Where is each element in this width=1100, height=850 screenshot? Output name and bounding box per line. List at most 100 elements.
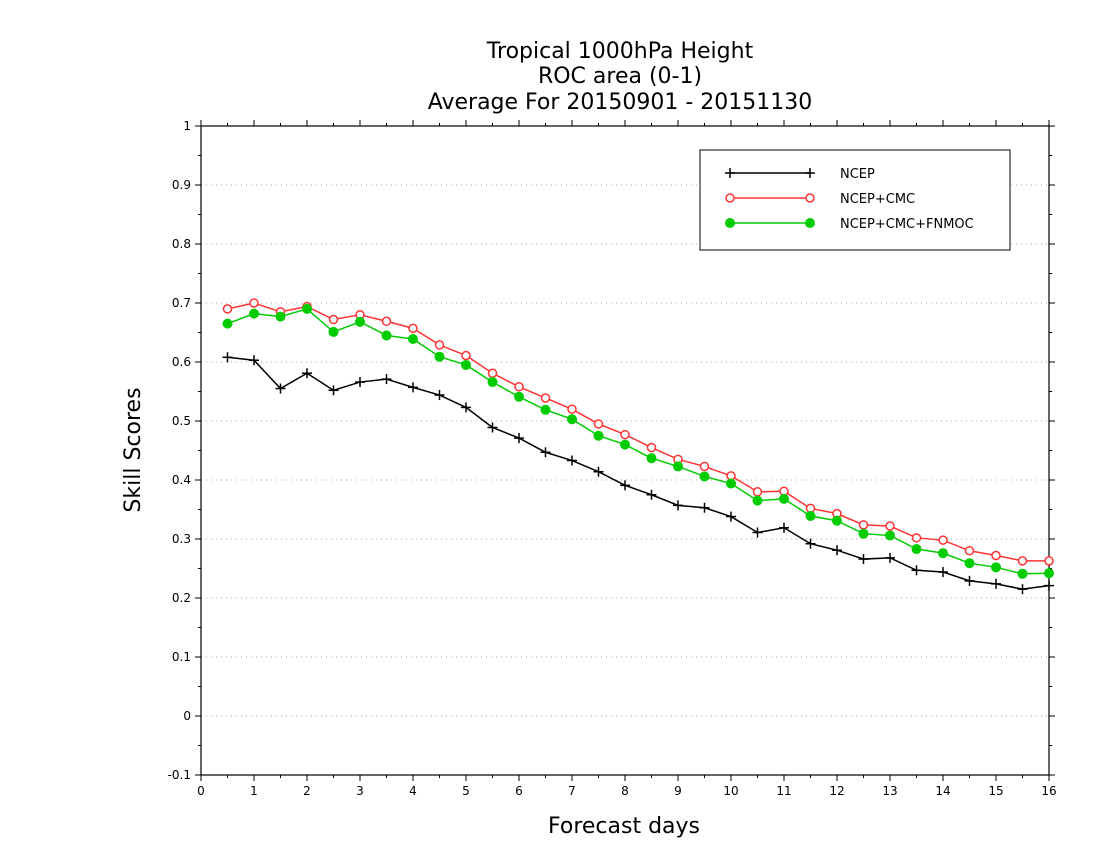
data-point	[249, 308, 259, 319]
legend-marker-end	[805, 168, 815, 178]
y-tick-label: 0.5	[172, 414, 191, 428]
legend-label: NCEP+CMC	[840, 192, 915, 207]
y-tick-label: 0.9	[172, 178, 191, 192]
series-ncep-cmc	[222, 298, 1054, 566]
data-point	[514, 382, 524, 392]
data-point	[699, 502, 710, 513]
data-point	[275, 311, 286, 322]
x-tick-label: 15	[988, 784, 1003, 798]
data-point	[673, 461, 683, 472]
y-axis-label: Skill Scores	[121, 387, 146, 512]
y-tick-label: 0.1	[172, 650, 191, 664]
x-tick-label: 7	[568, 784, 576, 798]
data-point	[593, 430, 604, 441]
data-point	[461, 350, 471, 361]
data-point	[540, 404, 551, 415]
x-tick-label: 4	[409, 784, 417, 798]
data-point	[779, 493, 789, 504]
data-point	[991, 578, 1001, 589]
legend-marker-end	[805, 193, 815, 203]
data-point	[434, 351, 445, 362]
data-point	[885, 521, 895, 531]
data-point	[911, 544, 922, 555]
data-point	[620, 480, 630, 491]
data-point	[885, 552, 895, 563]
y-tick-label: -0.1	[168, 768, 191, 782]
axis-layer: -0.100.10.20.30.40.50.60.70.80.910 1 2 3 4 5 6…	[168, 119, 1057, 798]
data-point	[779, 522, 789, 533]
y-tick-label: 0.4	[172, 473, 191, 487]
data-point	[858, 554, 869, 565]
data-point	[752, 527, 763, 538]
data-point	[434, 390, 445, 401]
data-point	[328, 326, 339, 337]
data-point	[1044, 580, 1054, 591]
legend-box	[699, 149, 1011, 251]
data-point	[752, 487, 763, 497]
legend-marker-start	[725, 168, 735, 178]
y-tick-label: 0.3	[172, 532, 191, 546]
x-tick-label: 2	[303, 784, 311, 798]
series-ncep-cmc-fnmoc	[222, 303, 1054, 579]
data-point	[567, 414, 577, 425]
data-point	[408, 323, 418, 334]
x-tick-label: 10	[723, 784, 738, 798]
data-point	[540, 393, 551, 403]
data-point	[461, 402, 471, 413]
x-tick-label: 6	[515, 784, 523, 798]
y-tick-label: 0.6	[172, 355, 191, 369]
data-point	[832, 515, 842, 526]
data-point	[355, 377, 365, 388]
data-point	[964, 558, 975, 569]
data-point	[302, 303, 312, 314]
data-point	[222, 304, 233, 314]
series-layer	[222, 298, 1054, 595]
x-tick-label: 12	[829, 784, 844, 798]
data-point	[408, 382, 418, 393]
legend-item: NCEP+CMC+FNMOC	[725, 217, 974, 232]
data-point	[328, 314, 339, 325]
chart-title-line-2: ROC area (0-1)	[538, 64, 702, 89]
data-point	[858, 520, 869, 530]
series-ncep	[222, 352, 1054, 595]
y-tick-label: 0.2	[172, 591, 191, 605]
data-point	[620, 429, 630, 440]
data-point	[646, 453, 657, 464]
data-point	[646, 442, 657, 453]
chart-title-line-3: Average For 20150901 - 20151130	[428, 90, 813, 115]
data-point	[302, 368, 312, 379]
legend-marker-start	[725, 193, 735, 203]
data-point	[487, 422, 498, 433]
legend-item: NCEP	[725, 167, 875, 182]
y-tick-label: 0.7	[172, 296, 191, 310]
data-point	[805, 538, 816, 549]
y-tick-label: 0	[183, 709, 191, 723]
data-point	[991, 562, 1001, 573]
legend-label: NCEP	[840, 167, 875, 182]
x-tick-label: 5	[462, 784, 470, 798]
legend-marker-end	[805, 218, 815, 228]
data-point	[805, 510, 816, 521]
data-point	[938, 548, 948, 559]
x-tick-label: 3	[356, 784, 364, 798]
x-tick-label: 9	[674, 784, 682, 798]
data-point	[938, 567, 948, 578]
data-point	[699, 471, 710, 482]
data-point	[408, 333, 418, 344]
chart-title-line-1: Tropical 1000hPa Height	[486, 39, 754, 64]
data-point	[593, 466, 604, 477]
data-point	[911, 533, 922, 543]
data-point	[355, 316, 365, 327]
data-point	[726, 511, 736, 522]
x-tick-label: 1	[250, 784, 258, 798]
data-point	[885, 530, 895, 541]
x-tick-label: 13	[882, 784, 897, 798]
data-point	[540, 447, 551, 458]
data-point	[275, 383, 286, 394]
data-point	[381, 316, 392, 327]
x-axis-label: Forecast days	[548, 814, 700, 839]
data-point	[328, 385, 339, 396]
data-point	[487, 377, 498, 388]
x-tick-label: 16	[1041, 784, 1056, 798]
